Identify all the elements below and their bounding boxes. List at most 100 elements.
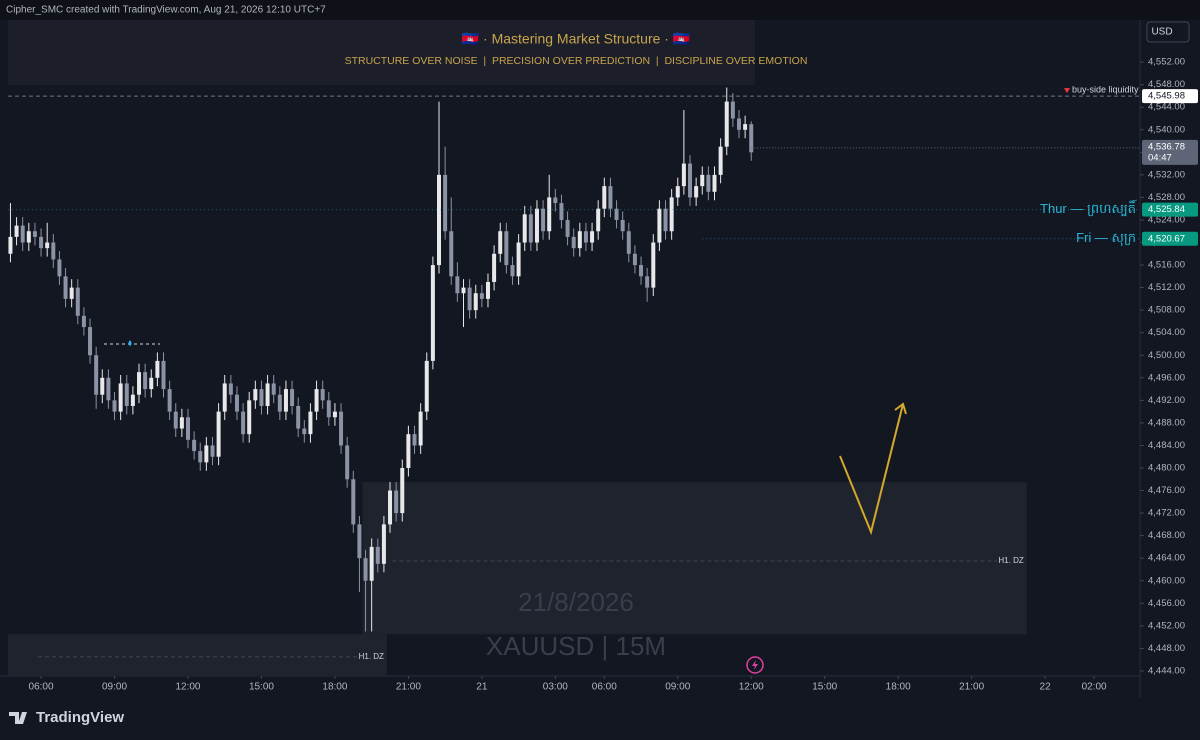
currency[interactable]: USD (1151, 27, 1172, 38)
candle-body (173, 411, 178, 429)
candle-body (694, 186, 699, 198)
candle-body (516, 242, 521, 277)
candle-body (216, 411, 221, 457)
candle-body (681, 163, 686, 187)
candle-body (161, 360, 166, 390)
y-tick-label: 4,464.00 (1148, 553, 1185, 564)
candle-body (296, 405, 301, 429)
candle-body (443, 174, 448, 232)
candle-body (559, 203, 564, 220)
zones: H1. DZ H1. DZ (8, 482, 1027, 676)
plot: 4,444.00 4,448.00 4,452.00 4,456.00 4,460.00… (8, 57, 1198, 693)
candle-body (271, 383, 276, 395)
y-tick-label: 4,460.00 (1148, 575, 1185, 586)
level-name: Fri — សុក្រ (1076, 230, 1136, 247)
zone-label: H1. DZ (359, 652, 384, 661)
price-tag-label: 4,545.98 (1148, 91, 1185, 102)
brand: TradingView (36, 709, 124, 726)
candle-body (614, 208, 619, 220)
credit: Cipher_SMC created with TradingView.com,… (6, 5, 326, 16)
candle-body (522, 214, 527, 243)
candle-body (198, 451, 203, 463)
candle-body (479, 293, 484, 299)
y-tick-label: 4,532.00 (1148, 169, 1185, 180)
price-tag (1142, 202, 1198, 217)
candle-body (69, 287, 74, 299)
y-tick-label: 4,472.00 (1148, 508, 1185, 519)
alert-icon[interactable] (746, 656, 764, 674)
candle-body (400, 467, 405, 514)
candle-body (375, 546, 380, 564)
candle-body (724, 101, 729, 147)
candle-body (688, 163, 693, 198)
candle-body (277, 394, 282, 412)
candle-body (247, 400, 252, 435)
candle-body (528, 214, 533, 243)
y-tick-label: 4,500.00 (1148, 350, 1185, 361)
candle-body (26, 231, 31, 243)
candle-body (553, 197, 558, 204)
candle-body (473, 293, 478, 311)
level-name: Thur — ព្រហស្បតិ៍ (1040, 199, 1137, 217)
candle-body (577, 231, 582, 249)
x-tick-label: 06:00 (29, 682, 54, 693)
candle-body (210, 445, 215, 457)
y-tick-label: 4,448.00 (1148, 643, 1185, 654)
candle-body (204, 445, 209, 463)
candle-body (718, 146, 723, 175)
price-tag (1142, 231, 1198, 246)
candle-body (51, 242, 56, 260)
y-tick-label: 4,444.00 (1148, 665, 1185, 676)
candle-body (449, 231, 454, 277)
candle-body (418, 411, 423, 446)
candle-body (88, 327, 93, 356)
candle-body (657, 208, 662, 243)
candle-body (608, 186, 613, 209)
candle-body (112, 400, 117, 412)
demand-zone (8, 634, 387, 676)
last-price-label: 4,536.78 (1148, 141, 1185, 152)
alert-bolt (752, 660, 758, 670)
x-tick-label: 15:00 (249, 682, 274, 693)
candle-body (712, 174, 717, 192)
candle-body (8, 236, 13, 254)
y-tick-label: 4,476.00 (1148, 485, 1185, 496)
y-tick-label: 4,468.00 (1148, 530, 1185, 541)
currency-button[interactable] (1146, 21, 1190, 43)
candle-body (32, 231, 37, 237)
x-tick-label: 12:00 (175, 682, 200, 693)
candle-body (504, 231, 509, 266)
x-tick-label: 21:00 (396, 682, 421, 693)
candle-body (20, 225, 25, 243)
last-price-tag (1142, 139, 1198, 165)
candle-body (332, 411, 337, 418)
watermark-date: 21/8/2026 (518, 587, 634, 617)
countdown: 04:47 (1148, 152, 1172, 163)
candle-body (326, 400, 331, 418)
candle-body (626, 231, 631, 254)
candle-body (320, 389, 325, 401)
candle-body (259, 389, 264, 406)
arrow-head (894, 402, 907, 415)
y-tick-label: 4,456.00 (1148, 598, 1185, 609)
candle-body (492, 253, 497, 282)
drop-icon (128, 340, 132, 346)
candle-body (645, 276, 650, 288)
y-tick-label: 4,548.00 (1148, 79, 1185, 90)
y-tick-label: 4,480.00 (1148, 463, 1185, 474)
y-tick-label: 4,492.00 (1148, 395, 1185, 406)
candle-body (137, 372, 142, 395)
logo-mark (9, 712, 27, 724)
y-tick-label: 4,528.00 (1148, 192, 1185, 203)
candle-body (430, 265, 435, 361)
y-tick-label: 4,512.00 (1148, 282, 1185, 293)
candle-body (57, 259, 62, 277)
candle-body (541, 208, 546, 232)
candle-body (222, 383, 227, 412)
candle-body (167, 389, 172, 412)
candle-body (308, 411, 313, 435)
x-tick-label: 09:00 (665, 682, 690, 693)
candle-body (424, 360, 429, 412)
candle-body (730, 101, 735, 119)
